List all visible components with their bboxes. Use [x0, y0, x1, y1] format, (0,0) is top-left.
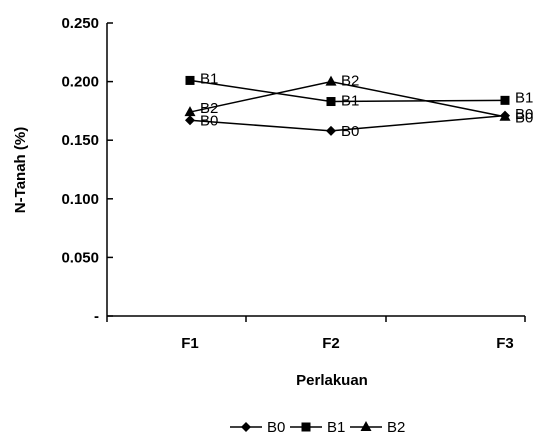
data-label-b2-f2: B2	[341, 73, 359, 90]
y-tick-label: 0.200	[61, 74, 99, 91]
data-label-b0-f1: B0	[200, 112, 218, 129]
x-tick-label-f2: F2	[322, 335, 340, 352]
legend: B0 B1 B2	[230, 419, 405, 436]
x-tick-label-f3: F3	[496, 335, 514, 352]
series-b2	[184, 75, 511, 121]
point-b2-f1	[184, 106, 196, 117]
point-b2-f3	[499, 110, 511, 121]
legend-label-b1: B1	[327, 419, 345, 436]
y-tick-label: 0.150	[61, 132, 99, 149]
legend-marker-b1	[301, 422, 311, 432]
point-b0-f1	[185, 115, 195, 126]
y-tick-label: -	[94, 308, 99, 325]
y-ticks: 0.250 0.200 0.150 0.100 0.050 -	[61, 15, 113, 325]
series-b1	[185, 75, 510, 107]
data-label-b2-f3: B0	[515, 106, 533, 123]
point-b1-f2	[326, 97, 336, 107]
x-ticks: F1 F2 F3	[106, 316, 526, 352]
legend-marker-b0	[241, 422, 251, 432]
data-label-b1-f3: B1	[515, 89, 533, 106]
data-label-b2-f1: B2	[200, 100, 218, 117]
x-axis-title: Perlakuan	[296, 372, 368, 389]
axes	[106, 23, 525, 317]
legend-label-b0: B0	[267, 419, 285, 436]
legend-marker-b2	[360, 421, 372, 431]
point-b1-f1	[185, 75, 195, 85]
point-b2-f2	[325, 75, 337, 86]
series-layer	[184, 75, 511, 136]
x-tick-label-f1: F1	[181, 335, 199, 352]
data-label-b1-f2: B1	[341, 93, 359, 110]
y-tick-label: 0.050	[61, 249, 99, 266]
point-b1-f3	[500, 95, 510, 105]
y-tick-label: 0.250	[61, 15, 99, 32]
data-label-b1-f1: B1	[200, 70, 218, 87]
data-label-b0-f2: B0	[341, 123, 359, 140]
y-tick-label: 0.100	[61, 191, 99, 208]
legend-label-b2: B2	[387, 419, 405, 436]
data-label-b0-f3: B0	[515, 110, 533, 127]
point-b0-f2	[326, 125, 336, 136]
legend-item-b2: B2	[350, 419, 405, 436]
legend-item-b0: B0	[230, 419, 285, 436]
legend-item-b1: B1	[290, 419, 345, 436]
y-axis-title: N-Tanah (%)	[12, 127, 29, 213]
